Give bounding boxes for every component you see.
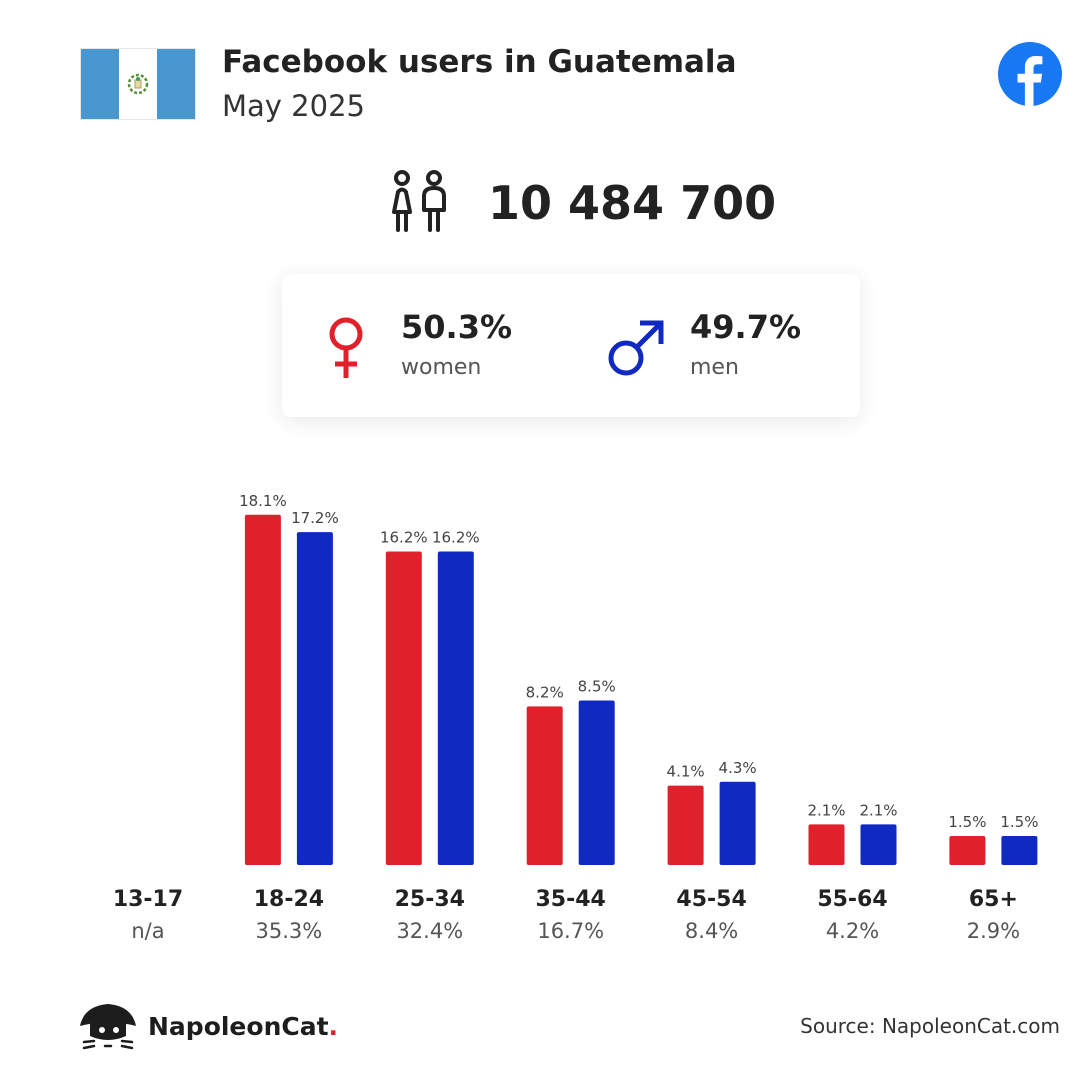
napoleoncat-logo: NapoleonCat. <box>78 1000 338 1052</box>
bar-women <box>244 514 281 865</box>
bar-men <box>578 700 615 865</box>
category-total: n/a <box>131 919 164 943</box>
bar-women <box>385 551 422 865</box>
bar-value-label: 1.5% <box>948 813 986 831</box>
facebook-logo-icon <box>998 42 1062 106</box>
bar-women <box>808 824 845 865</box>
napoleoncat-logo-icon <box>80 1004 136 1050</box>
men-percent: 49.7% <box>690 308 802 346</box>
users-couple-icon <box>392 170 446 232</box>
page-title: Facebook users in Guatemala <box>222 44 737 80</box>
bar-value-label: 18.1% <box>239 492 287 510</box>
brand-name: NapoleonCat. <box>148 1011 339 1041</box>
category-label: 55-64 <box>817 887 887 912</box>
category-label: 45-54 <box>676 887 746 912</box>
bar-value-label: 8.5% <box>578 678 616 696</box>
bar-value-label: 2.1% <box>807 801 845 819</box>
men-block: 49.7% men <box>571 274 860 417</box>
bar-men <box>1001 835 1038 865</box>
category-total: 16.7% <box>537 919 604 943</box>
category-total: 35.3% <box>256 919 323 943</box>
total-users: 10 484 700 <box>384 168 776 238</box>
category-total: 2.9% <box>967 919 1020 943</box>
bar-men <box>719 781 756 865</box>
page-subtitle: May 2025 <box>222 89 365 123</box>
bar-value-label: 4.3% <box>719 759 757 777</box>
category-label: 25-34 <box>395 887 465 912</box>
bar-women <box>526 706 563 865</box>
gender-split-card: 50.3% women 49.7% men <box>282 274 860 417</box>
bar-women <box>667 785 704 865</box>
female-symbol-icon <box>329 317 363 378</box>
bar-value-label: 17.2% <box>291 509 339 527</box>
category-label: 35-44 <box>536 887 606 912</box>
women-block: 50.3% women <box>282 274 571 417</box>
category-label: 18-24 <box>254 887 324 912</box>
total-users-count: 10 484 700 <box>488 176 777 230</box>
bar-value-label: 2.1% <box>859 801 897 819</box>
bar-value-label: 16.2% <box>432 529 480 547</box>
category-label: 65+ <box>969 887 1018 912</box>
category-label: 13-17 <box>113 887 183 912</box>
age-distribution-chart: 13-17 n/a 18.1%17.2% 18-24 35.3% 16.2% 16.2% 25… <box>113 492 1039 943</box>
bar-men <box>296 532 333 865</box>
bar-men <box>437 551 474 865</box>
bar-value-label: 16.2% <box>380 529 428 547</box>
bar-men <box>860 824 897 865</box>
bar-women <box>949 835 986 865</box>
bar-value-label: 4.1% <box>667 763 705 781</box>
category-total: 8.4% <box>685 919 738 943</box>
women-percent: 50.3% <box>401 308 513 346</box>
source-credit: Source: NapoleonCat.com <box>800 1014 1060 1038</box>
women-label: women <box>401 355 482 380</box>
bar-value-label: 1.5% <box>1000 813 1038 831</box>
men-label: men <box>690 355 739 380</box>
category-total: 32.4% <box>396 919 463 943</box>
category-total: 4.2% <box>826 919 879 943</box>
male-symbol-icon <box>608 320 664 376</box>
bar-value-label: 8.2% <box>526 683 564 701</box>
guatemala-flag-icon <box>80 48 196 120</box>
